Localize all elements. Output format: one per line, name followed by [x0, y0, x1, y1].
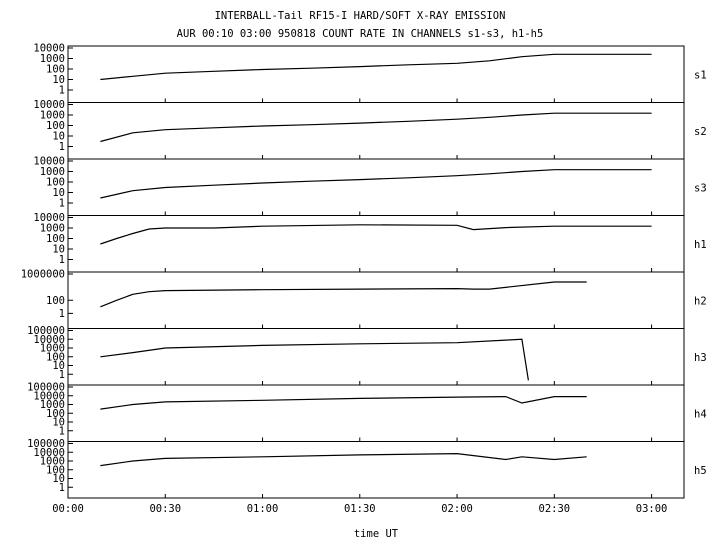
y-tick-label: 1000 [40, 166, 65, 178]
y-tick-label: 100000 [27, 382, 65, 394]
y-tick-label: 100 [46, 233, 65, 245]
panel-frame [67, 441, 685, 499]
x-tick-label: 00:00 [52, 503, 84, 515]
y-tick-label: 1000 [40, 110, 65, 122]
x-axis: 00:00 00:30 01:00 01:30 02:00 02:30 03:00 [52, 98, 668, 515]
x-tick-label: 02:30 [539, 503, 571, 515]
panel-label: s3 [694, 182, 707, 194]
series-line-s2 [100, 112, 652, 143]
series-line-h2 [100, 281, 587, 308]
y-tick-label: 1000 [40, 223, 65, 235]
y-tick-label: 1 [59, 425, 65, 437]
y-tick-label: 10 [52, 187, 65, 199]
y-tick-label: 100 [46, 295, 65, 307]
y-tick-label: 1000 [40, 399, 65, 411]
y-tick-label: 10 [52, 360, 65, 372]
y-tick-label: 100 [46, 120, 65, 132]
y-tick-label: 10000 [33, 99, 65, 111]
series-line-s1 [100, 53, 652, 81]
panel-frame [67, 271, 685, 329]
y-tick-label: 1 [59, 308, 65, 320]
y-tick-label: 1000 [40, 53, 65, 65]
panel-label: s2 [694, 126, 707, 138]
x-tick-label: 01:00 [247, 503, 279, 515]
chart-title: INTERBALL-Tail RF15-I HARD/SOFT X-RAY EM… [215, 10, 506, 22]
panel-frame [67, 384, 685, 442]
y-tick-label: 100 [46, 464, 65, 476]
panel-frame [67, 215, 685, 273]
series-line-h5 [100, 452, 587, 467]
y-tick-label: 10 [52, 244, 65, 256]
y-tick-label: 10 [52, 74, 65, 86]
y-tick-label: 10000 [33, 390, 65, 402]
y-tick-label: 10000 [33, 334, 65, 346]
y-tick-label: 10000 [33, 447, 65, 459]
y-tick-label: 100000 [27, 325, 65, 337]
x-tick-label: 00:30 [149, 503, 181, 515]
x-axis-label: time UT [354, 528, 399, 540]
y-tick-label: 1000 [40, 343, 65, 355]
chart-subtitle: AUR 00:10 03:00 950818 COUNT RATE IN CHA… [177, 28, 544, 40]
panel-label: h5 [694, 465, 707, 477]
series-line-s3 [100, 169, 652, 199]
y-tick-label: 100 [46, 408, 65, 420]
panel-label: h2 [694, 295, 707, 307]
panel-label: s1 [694, 69, 707, 81]
y-tick-label: 1000 [40, 456, 65, 468]
y-tick-label: 1 [59, 141, 65, 153]
y-tick-label: 1 [59, 198, 65, 210]
panel-label: h1 [694, 239, 707, 251]
y-tick-label: 10 [52, 417, 65, 429]
y-tick-label: 10000 [33, 43, 65, 55]
y-tick-label: 100 [46, 64, 65, 76]
panel-label: h3 [694, 352, 707, 364]
y-tick-label: 10000 [33, 212, 65, 224]
x-tick-label: 03:00 [636, 503, 668, 515]
y-tick-label: 1 [59, 482, 65, 494]
y-tick-label: 100 [46, 351, 65, 363]
x-tick-label: 01:30 [344, 503, 376, 515]
y-tick-label: 10 [52, 131, 65, 143]
y-tick-label: 10 [52, 473, 65, 485]
panel-label: h4 [694, 408, 707, 420]
y-tick-label: 1 [59, 369, 65, 381]
y-tick-label: 1000000 [21, 269, 65, 281]
y-tick-label: 100000 [27, 438, 65, 450]
panel-frame [67, 328, 685, 386]
y-tick-label: 100 [46, 177, 65, 189]
series-line-h3 [100, 338, 529, 381]
series-line-h4 [100, 395, 587, 410]
panel-frame [67, 158, 685, 216]
y-tick-label: 10000 [33, 156, 65, 168]
x-tick-label: 02:00 [441, 503, 473, 515]
y-tick-label: 1 [59, 85, 65, 97]
series-line-h1 [100, 224, 652, 245]
y-tick-label: 1 [59, 254, 65, 266]
panel-group: 100001000100101s1100001000100101s2100001… [21, 43, 707, 499]
